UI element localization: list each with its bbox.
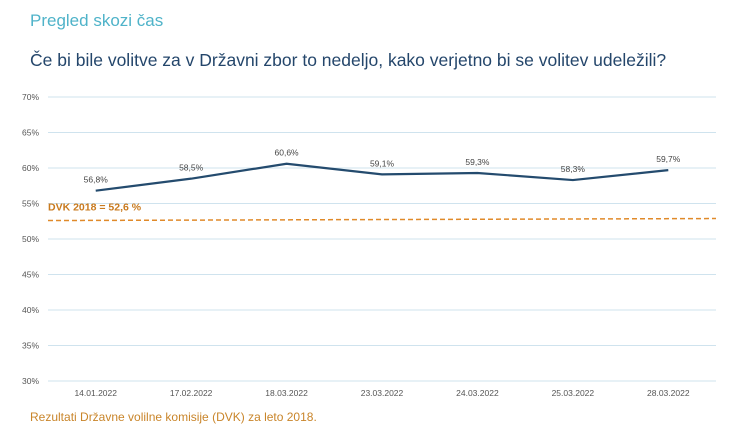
reference-line-group: DVK 2018 = 52,6 % [47, 202, 717, 222]
data-label: 60,6% [275, 148, 300, 158]
y-axis-tick-labels: 70% 65% 60% 55% 50% 45% 40% 35% 30% [22, 92, 39, 386]
dvk-reference-line [47, 217, 717, 222]
x-tick-label: 23.03.2022 [361, 388, 404, 398]
y-tick-label: 60% [22, 163, 39, 173]
x-tick-label: 28.03.2022 [647, 388, 690, 398]
series-group [95, 162, 669, 192]
dvk-reference-label: DVK 2018 = 52,6 % [48, 202, 142, 214]
x-tick-label: 18.03.2022 [265, 388, 308, 398]
x-axis-tick-labels: 14.01.2022 17.02.2022 18.03.2022 23.03.2022… [74, 388, 689, 398]
y-tick-label: 65% [22, 128, 39, 138]
y-tick-label: 70% [22, 92, 39, 102]
y-tick-label: 45% [22, 270, 39, 280]
y-tick-label: 30% [22, 376, 39, 386]
data-label: 59,7% [656, 154, 681, 164]
series-line [95, 162, 669, 192]
footnote: Rezultati Državne volilne komisije (DVK)… [30, 410, 317, 424]
chart-question-title: Če bi bile volitve za v Državni zbor to … [30, 50, 667, 70]
x-tick-label: 17.02.2022 [170, 388, 213, 398]
y-tick-label: 40% [22, 305, 39, 315]
data-label: 59,1% [370, 158, 395, 168]
data-labels: 56,8% 58,5% 60,6% 59,1% 59,3% 58,3% 59,7% [84, 148, 681, 185]
x-tick-label: 24.03.2022 [456, 388, 499, 398]
section-supertitle: Pregled skozi čas [30, 11, 164, 30]
x-tick-label: 25.03.2022 [552, 388, 595, 398]
y-tick-label: 35% [22, 341, 39, 351]
data-label: 59,3% [465, 157, 490, 167]
data-label: 58,3% [561, 164, 586, 174]
x-tick-label: 14.01.2022 [74, 388, 117, 398]
y-tick-label: 50% [22, 234, 39, 244]
y-tick-label: 55% [22, 199, 39, 209]
data-label: 56,8% [84, 175, 109, 185]
data-label: 58,5% [179, 163, 204, 173]
grid-lines [48, 96, 716, 382]
